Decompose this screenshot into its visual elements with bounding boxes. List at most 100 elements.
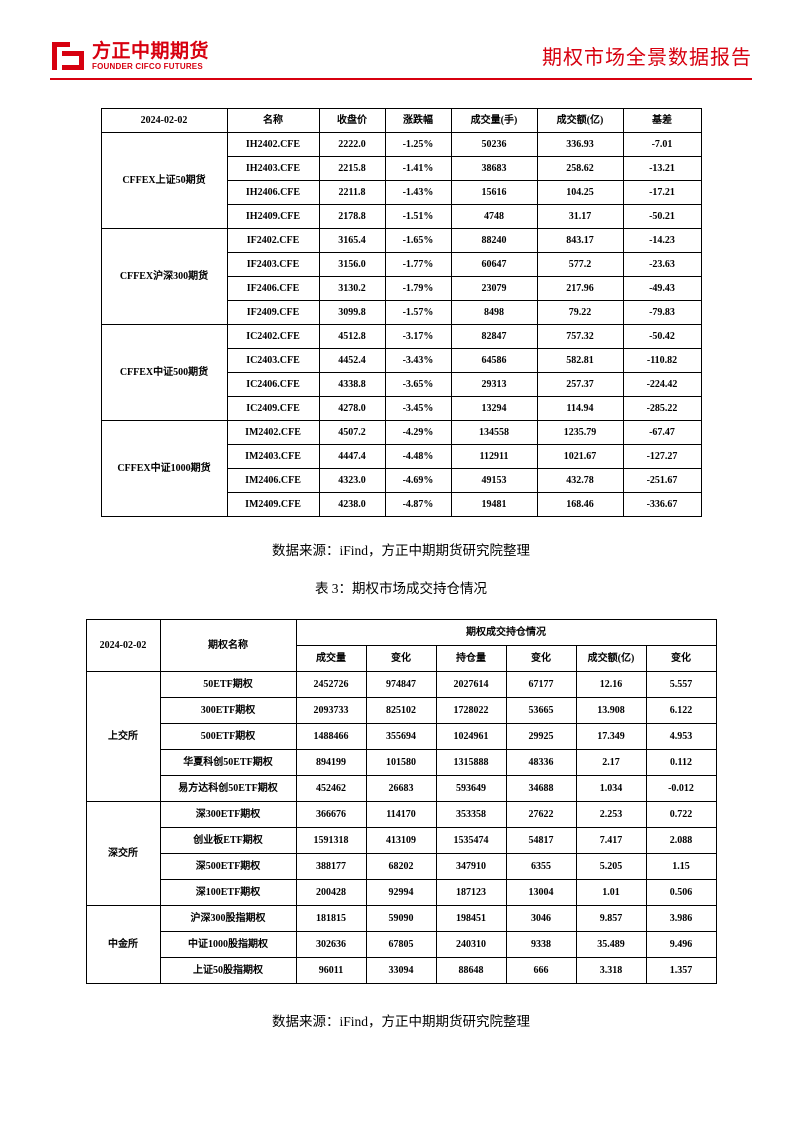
table-cell: -17.21 — [623, 181, 701, 205]
table-cell: -4.69% — [385, 469, 451, 493]
table-cell: 258.62 — [537, 157, 623, 181]
table-cell: IF2406.CFE — [227, 277, 319, 301]
table-cell: 82847 — [451, 325, 537, 349]
table-cell: 0.506 — [646, 880, 716, 906]
table-cell: -67.47 — [623, 421, 701, 445]
table-row: 上交所50ETF期权245272697484720276146717712.16… — [86, 672, 716, 698]
table-cell: 31.17 — [537, 205, 623, 229]
table-cell: -251.67 — [623, 469, 701, 493]
table-cell: IH2403.CFE — [227, 157, 319, 181]
table-group-cell: CFFEX沪深300期货 — [101, 229, 227, 325]
brand-name-en: FOUNDER CIFCO FUTURES — [92, 63, 209, 71]
table-cell: -14.23 — [623, 229, 701, 253]
table-cell: 104.25 — [537, 181, 623, 205]
table-row: CFFEX中证1000期货IM2402.CFE4507.2-4.29%13455… — [101, 421, 701, 445]
table-cell: -110.82 — [623, 349, 701, 373]
table-cell: 1.034 — [576, 776, 646, 802]
table-cell: 49153 — [451, 469, 537, 493]
table-cell: -3.65% — [385, 373, 451, 397]
table-cell: -1.65% — [385, 229, 451, 253]
table-cell: -23.63 — [623, 253, 701, 277]
table-cell: 48336 — [506, 750, 576, 776]
table-cell: 6.122 — [646, 698, 716, 724]
table-column-header: 成交额(亿) — [576, 646, 646, 672]
table-cell: 9.496 — [646, 932, 716, 958]
table-cell: 2027614 — [436, 672, 506, 698]
table-date-cell: 2024-02-02 — [101, 109, 227, 133]
table-cell: -50.21 — [623, 205, 701, 229]
table-cell: IF2403.CFE — [227, 253, 319, 277]
table-cell: 33094 — [366, 958, 436, 984]
table-cell: IF2402.CFE — [227, 229, 319, 253]
table-cell: 67177 — [506, 672, 576, 698]
table-cell: 创业板ETF期权 — [160, 828, 296, 854]
table-cell: -1.41% — [385, 157, 451, 181]
table-cell: 187123 — [436, 880, 506, 906]
table-cell: 上证50股指期权 — [160, 958, 296, 984]
table-cell: 4507.2 — [319, 421, 385, 445]
table-cell: 3156.0 — [319, 253, 385, 277]
table-column-header: 成交额(亿) — [537, 109, 623, 133]
table-cell: 3.318 — [576, 958, 646, 984]
table-cell: 413109 — [366, 828, 436, 854]
table-cell: -4.48% — [385, 445, 451, 469]
table-cell: 1488466 — [296, 724, 366, 750]
table-column-header: 期权名称 — [160, 620, 296, 672]
table-cell: 34688 — [506, 776, 576, 802]
table-group-cell: CFFEX中证1000期货 — [101, 421, 227, 517]
table-cell: -1.57% — [385, 301, 451, 325]
table-cell: 593649 — [436, 776, 506, 802]
table-cell: 4452.4 — [319, 349, 385, 373]
table-cell: 50236 — [451, 133, 537, 157]
table-column-header: 名称 — [227, 109, 319, 133]
table-cell: 843.17 — [537, 229, 623, 253]
table-cell: 中证1000股指期权 — [160, 932, 296, 958]
table-row: 中金所沪深300股指期权1818155909019845130469.8573.… — [86, 906, 716, 932]
table-cell: 2.088 — [646, 828, 716, 854]
table-cell: 29313 — [451, 373, 537, 397]
table-cell: 96011 — [296, 958, 366, 984]
table-cell: 4748 — [451, 205, 537, 229]
table-cell: -1.77% — [385, 253, 451, 277]
table2-title: 表 3：期权市场成交持仓情况 — [50, 577, 752, 597]
table-group-cell: 上交所 — [86, 672, 160, 802]
table-cell: IC2409.CFE — [227, 397, 319, 421]
table-cell: 1235.79 — [537, 421, 623, 445]
table-cell: 4512.8 — [319, 325, 385, 349]
table-cell: 240310 — [436, 932, 506, 958]
header-rule — [50, 78, 752, 80]
table-cell: 217.96 — [537, 277, 623, 301]
table-cell: IC2406.CFE — [227, 373, 319, 397]
table-cell: -4.87% — [385, 493, 451, 517]
table-cell: 9338 — [506, 932, 576, 958]
table-cell: 13294 — [451, 397, 537, 421]
table-cell: -1.79% — [385, 277, 451, 301]
table-column-header: 收盘价 — [319, 109, 385, 133]
table-cell: 300ETF期权 — [160, 698, 296, 724]
table-cell: 894199 — [296, 750, 366, 776]
table-cell: 华夏科创50ETF期权 — [160, 750, 296, 776]
table-cell: 666 — [506, 958, 576, 984]
table-cell: 92994 — [366, 880, 436, 906]
table-cell: 4278.0 — [319, 397, 385, 421]
table-cell: IM2406.CFE — [227, 469, 319, 493]
table-cell: 500ETF期权 — [160, 724, 296, 750]
table-cell: -127.27 — [623, 445, 701, 469]
table-cell: 355694 — [366, 724, 436, 750]
table-cell: 0.112 — [646, 750, 716, 776]
table-cell: IC2402.CFE — [227, 325, 319, 349]
table-cell: 4323.0 — [319, 469, 385, 493]
table-cell: 112911 — [451, 445, 537, 469]
table-cell: -1.51% — [385, 205, 451, 229]
table-cell: 59090 — [366, 906, 436, 932]
table-cell: 3165.4 — [319, 229, 385, 253]
table-cell: IF2409.CFE — [227, 301, 319, 325]
table-cell: IH2409.CFE — [227, 205, 319, 229]
table-cell: IH2402.CFE — [227, 133, 319, 157]
table-cell: 366676 — [296, 802, 366, 828]
table-row: 中证1000股指期权30263667805240310933835.4899.4… — [86, 932, 716, 958]
table-cell: -7.01 — [623, 133, 701, 157]
table-column-header: 变化 — [506, 646, 576, 672]
table-cell: 5.205 — [576, 854, 646, 880]
table-cell: IM2403.CFE — [227, 445, 319, 469]
